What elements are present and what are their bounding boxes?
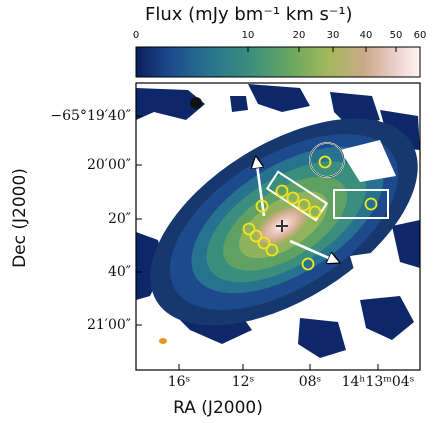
colorbar-tick-label: 20 <box>292 30 306 41</box>
xtick-label: 12ˢ <box>231 374 255 390</box>
colorbar-tick-label: 10 <box>241 30 255 41</box>
colorbar <box>135 46 421 78</box>
colorbar-tick-label: 0 <box>132 30 140 41</box>
colorbar-tick-label: 40 <box>359 30 373 41</box>
overlay-features <box>159 142 389 344</box>
east-box <box>333 189 389 219</box>
ytick-label: 40″ <box>107 264 131 280</box>
flux-map <box>136 83 420 370</box>
x-axis-label: RA (J2000) <box>173 398 263 418</box>
yellow-circles <box>242 155 378 271</box>
colorbar-tick-label: 50 <box>389 30 403 41</box>
ytick-label: 20′00″ <box>86 157 131 173</box>
colorbar-ticks <box>135 47 421 52</box>
xtick-label: 16ˢ <box>167 374 191 390</box>
y-axis-label: Dec (J2000) <box>9 168 30 268</box>
ytick-label: −65°19′40″ <box>50 108 131 124</box>
colorbar-tick-label: 30 <box>326 30 340 41</box>
ytick-label: 20″ <box>107 211 131 227</box>
colorbar-tick-label: 60 <box>413 30 427 41</box>
xtick-label: 08ˢ <box>298 374 322 390</box>
nucleus-cross <box>276 220 288 232</box>
arrow-southeast <box>289 239 338 262</box>
beam-ellipse <box>159 338 167 344</box>
arrow-north <box>256 158 266 217</box>
plot-frame <box>135 82 421 371</box>
xtick-label: 14ʰ13ᵐ04ˢ <box>341 374 415 390</box>
colorbar-label: Flux (mJy bm⁻¹ km s⁻¹) <box>145 4 353 25</box>
axis-tick-marks <box>136 115 379 370</box>
ytick-label: 21′00″ <box>86 317 131 333</box>
